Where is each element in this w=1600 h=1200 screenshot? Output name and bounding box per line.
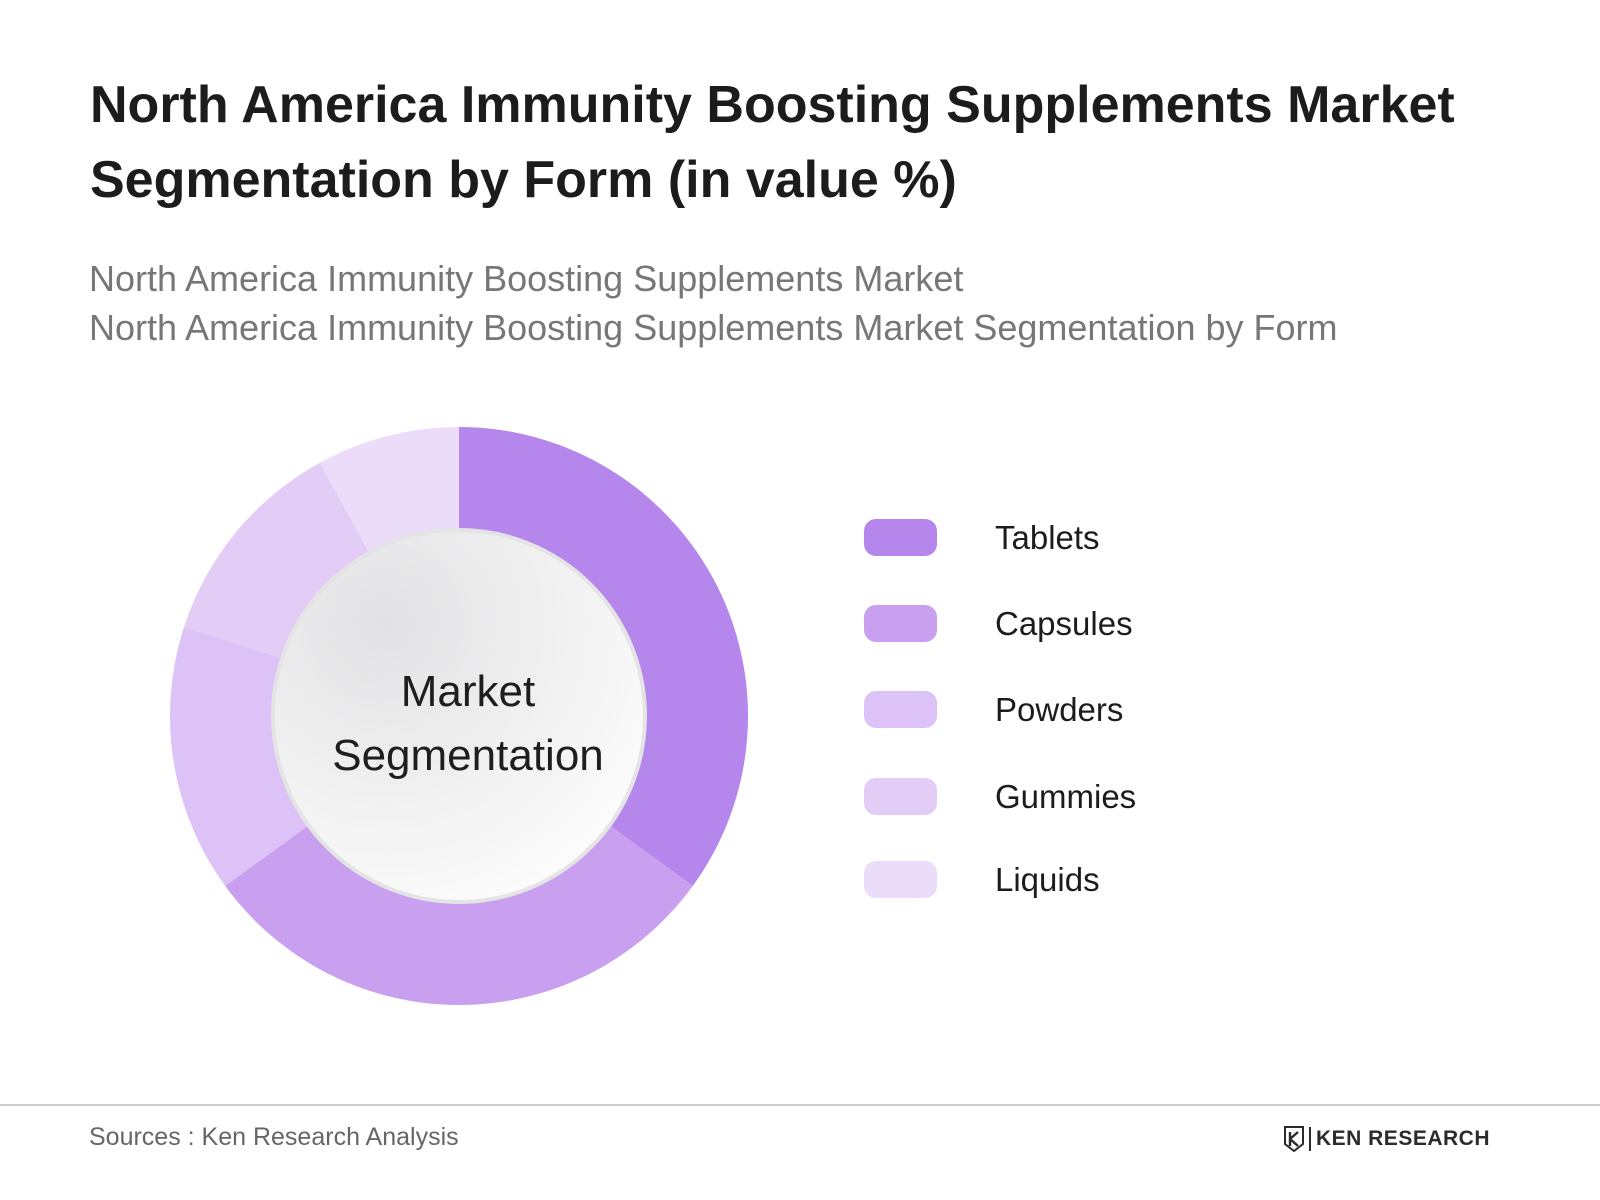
legend-swatch-liquids [864,861,937,898]
legend-label-liquids: Liquids [995,861,1100,898]
donut-slices [170,427,749,1006]
ken-research-logo: KEN RESEARCH [1283,1124,1490,1154]
legend-swatch-tablets [864,519,937,556]
chart-subtitle: North America Immunity Boosting Suppleme… [89,254,1549,352]
donut-slice-capsules [225,825,693,1006]
ken-research-logo-bar [1308,1127,1311,1151]
donut-center-label: Market Segmentation [283,660,653,788]
subtitle-line-2: North America Immunity Boosting Suppleme… [89,307,1338,348]
legend-swatch-capsules [864,605,937,642]
footer-divider [0,1104,1600,1106]
source-note: Sources : Ken Research Analysis [89,1123,459,1151]
donut-chart [170,427,749,1006]
ken-research-logo-text: KEN RESEARCH [1315,1127,1490,1150]
donut-center-disc [271,528,647,904]
legend-label-gummies: Gummies [995,778,1137,815]
chart-title: North America Immunity Boosting Suppleme… [90,76,1455,209]
legend-swatch-gummies [864,778,937,815]
ken-research-logo-icon [1283,1126,1304,1152]
center-label-line-1: Market [400,667,536,716]
donut-slice-tablets [459,427,749,886]
legend-label-capsules: Capsules [995,605,1133,642]
donut-slice-gummies [184,462,370,659]
center-label-line-2: Segmentation [332,731,604,780]
legend-label-tablets: Tablets [995,519,1100,556]
donut-slice-liquids [319,427,459,554]
legend-swatch-powders [864,691,937,728]
legend-label-powders: Powders [995,691,1124,728]
subtitle-line-1: North America Immunity Boosting Suppleme… [89,258,964,299]
